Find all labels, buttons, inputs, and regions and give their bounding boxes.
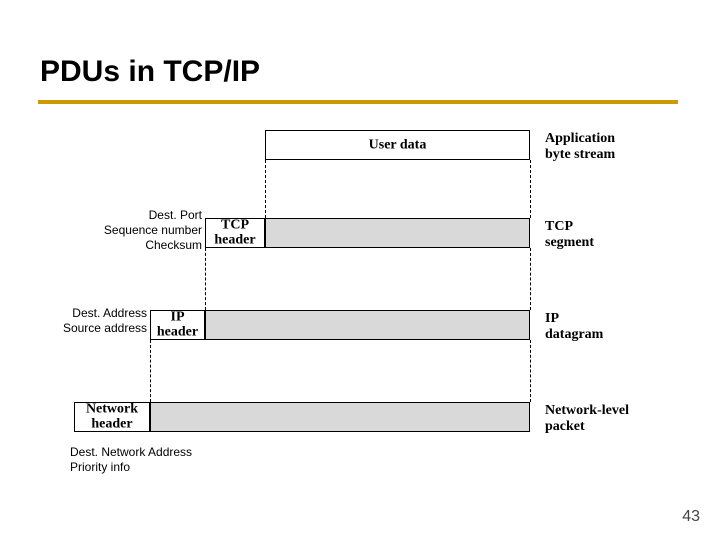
userdata-right-label: Applicationbyte stream — [545, 131, 615, 163]
diagram-stage: User data Applicationbyte stream TCPheader… — [0, 0, 720, 540]
dash-3 — [530, 248, 531, 310]
net-header-box: Networkheader — [74, 402, 150, 432]
userdata-data-label: User data — [266, 137, 529, 152]
ip-data-box — [205, 310, 530, 340]
tcp-note: Dest. PortSequence numberChecksum — [104, 208, 202, 253]
dash-1 — [530, 160, 531, 218]
net-header-label: Networkheader — [75, 402, 149, 433]
ip-header-label: IPheader — [151, 310, 204, 341]
page-number: 43 — [682, 508, 700, 526]
net-note: Dest. Network AddressPriority info — [70, 445, 192, 475]
tcp-right-label: TCPsegment — [545, 219, 594, 251]
dash-0 — [265, 160, 266, 218]
dash-2 — [205, 248, 206, 310]
dash-4 — [150, 340, 151, 402]
userdata-data-box: User data — [265, 130, 530, 160]
ip-right-label: IPdatagram — [545, 311, 603, 343]
tcp-header-box: TCPheader — [205, 218, 265, 248]
net-right-label: Network-levelpacket — [545, 403, 629, 435]
dash-5 — [530, 340, 531, 402]
tcp-header-label: TCPheader — [206, 218, 264, 249]
net-data-box — [150, 402, 530, 432]
ip-note: Dest. AddressSource address — [63, 306, 147, 336]
tcp-data-box — [265, 218, 530, 248]
ip-header-box: IPheader — [150, 310, 205, 340]
